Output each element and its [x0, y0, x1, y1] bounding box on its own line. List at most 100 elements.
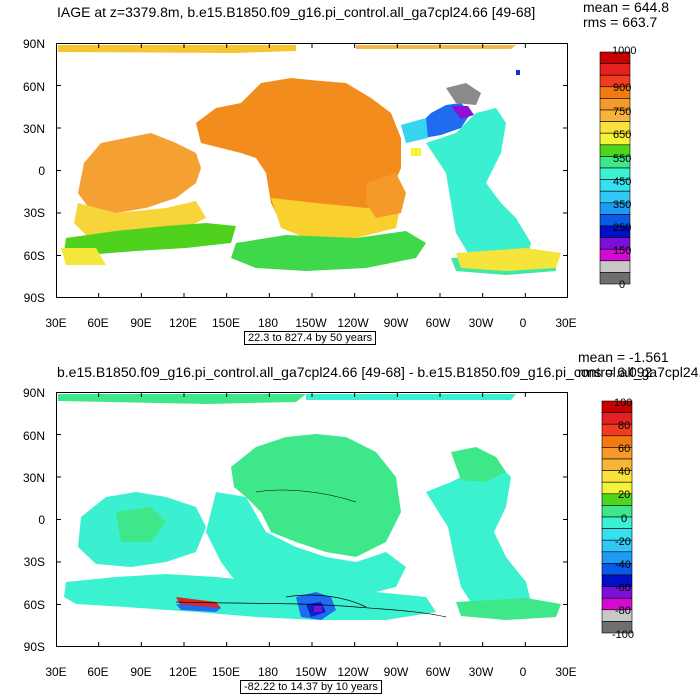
- p1-lon-label: 30E: [555, 316, 577, 330]
- p1-lon-label: 0: [519, 316, 527, 330]
- p2-contour: [255, 489, 357, 503]
- panel-1-title: IAGE at z=3379.8m, b.e15.B1850.f09_g16.p…: [57, 4, 536, 20]
- p1-lat-label: 90S: [23, 291, 45, 305]
- p1-lat-label: 30S: [23, 206, 45, 220]
- p2-lat-label: 90N: [22, 386, 45, 400]
- p2-lon-label: 150E: [211, 665, 241, 679]
- p1-lat-label: 90N: [22, 37, 45, 51]
- p1-lon-label: 30W: [468, 316, 494, 330]
- p2-pacific: [231, 434, 401, 557]
- p2-lon-label: 60E: [87, 665, 109, 679]
- p2-cbar-label: -20: [615, 536, 631, 548]
- p2-indian-green: [116, 507, 166, 542]
- p1-cbar-label: 250: [613, 222, 632, 234]
- p1-cbar-label: 350: [613, 199, 632, 211]
- p1-natl-grey: [446, 83, 481, 105]
- p1-indian: [78, 133, 201, 213]
- p1-pacific-south: [271, 198, 401, 238]
- p2-cbar-label: 0: [621, 513, 628, 525]
- p2-pacific-cyan: [206, 492, 406, 597]
- panel-1-frame: [56, 43, 568, 298]
- panel-2-frame: [56, 392, 568, 647]
- p1-lon-label: 150W: [295, 316, 327, 330]
- colorbar-swatch: [599, 63, 631, 76]
- p2-lat-label: 0: [38, 513, 45, 527]
- p2-lon-label: 30E: [45, 665, 67, 679]
- p2-atlantic: [426, 462, 531, 614]
- panel-2-map: [56, 392, 568, 647]
- p2-lon-label: 180: [257, 665, 279, 679]
- p1-cbar-label: 0: [619, 279, 626, 291]
- colorbar-swatch: [599, 272, 631, 285]
- p1-lat-label: 60S: [23, 249, 45, 263]
- p1-weddell: [456, 248, 561, 271]
- p1-cbar-label: 450: [613, 176, 632, 188]
- p1-so-1: [64, 223, 236, 255]
- p2-natl-green: [451, 447, 506, 482]
- p1-cbar-label: 550: [613, 153, 632, 165]
- p2-weddell-green: [456, 598, 561, 620]
- panel-2-title: b.e15.B1850.f09_g16.pi_control.all_ga7cp…: [57, 364, 700, 380]
- p1-lat-label: 30N: [22, 122, 45, 136]
- p2-so: [64, 574, 436, 620]
- p1-lat-label: 60N: [22, 80, 45, 94]
- p1-lon-label: 30E: [45, 316, 67, 330]
- p2-lon-label: 90E: [130, 665, 152, 679]
- panel-2-colorbar: [601, 400, 633, 634]
- p1-arctic: [58, 45, 296, 53]
- p1-so-2: [231, 231, 426, 271]
- p1-dot: [516, 70, 520, 75]
- p1-natl-purple: [451, 106, 474, 119]
- p2-lon-label: 150W: [295, 665, 327, 679]
- p1-cbar-label: 1000: [612, 45, 637, 57]
- p2-so-blue2: [176, 604, 221, 612]
- p2-cbar-label: 100: [614, 397, 633, 409]
- p2-lon-label: 60W: [425, 665, 451, 679]
- p2-lat-label: 90S: [23, 640, 45, 654]
- colorbar-swatch: [601, 621, 633, 634]
- colorbar-swatch: [599, 260, 631, 273]
- p1-dot2: [411, 148, 421, 156]
- p1-lon-label: 150E: [211, 316, 241, 330]
- p1-lon-label: 90W: [383, 316, 409, 330]
- p2-lon-label: 120E: [168, 665, 198, 679]
- p2-lat-label: 30S: [23, 555, 45, 569]
- panel-1-contour-info: 22.3 to 827.4 by 50 years: [244, 331, 377, 345]
- p2-lat-label: 60N: [22, 429, 45, 443]
- p1-arctic-right: [356, 45, 516, 49]
- p1-cbar-label: 150: [613, 245, 632, 257]
- p2-arctic-r: [306, 394, 516, 400]
- p1-atlantic: [426, 108, 531, 268]
- panel-1-colorbar: [599, 51, 631, 285]
- colorbar-swatch: [601, 516, 633, 529]
- p1-pacific: [196, 78, 401, 243]
- p1-epac: [366, 173, 406, 218]
- p1-cbar-label: 750: [613, 106, 632, 118]
- p1-cbar-label: 650: [613, 129, 632, 141]
- p2-lon-label: 90W: [383, 665, 409, 679]
- panel-2-rms: rms = 6.092: [578, 364, 653, 380]
- panel-1-rms: rms = 663.7: [583, 14, 658, 30]
- p2-lon-label: 30W: [468, 665, 494, 679]
- p2-lon-label: 0: [519, 665, 527, 679]
- p1-lon-label: 180: [257, 316, 279, 330]
- p2-contour: [175, 601, 447, 618]
- p2-cbar-label: 80: [618, 420, 631, 432]
- p1-natl-cyan: [401, 118, 428, 143]
- p2-lon-label: 30E: [555, 665, 577, 679]
- p2-lat-label: 30N: [22, 471, 45, 485]
- p2-cbar-label: -60: [615, 582, 631, 594]
- p1-lon-label: 60E: [87, 316, 109, 330]
- p2-cbar-label: 40: [618, 466, 631, 478]
- p2-cbar-label: 60: [618, 443, 631, 455]
- panel-2-mean: mean = -1.561: [578, 349, 669, 365]
- panel-2-contour-info: -82.22 to 14.37 by 10 years: [240, 680, 382, 694]
- p1-lon-label: 60W: [425, 316, 451, 330]
- panel-1-mean: mean = 644.8: [583, 0, 670, 15]
- p1-lat-label: 0: [38, 164, 45, 178]
- p1-so-3: [61, 248, 106, 265]
- p2-cbar-label: -40: [615, 559, 631, 571]
- p2-cbar-label: -80: [615, 605, 631, 617]
- p2-lat-label: 60S: [23, 598, 45, 612]
- p2-contour: [285, 594, 367, 608]
